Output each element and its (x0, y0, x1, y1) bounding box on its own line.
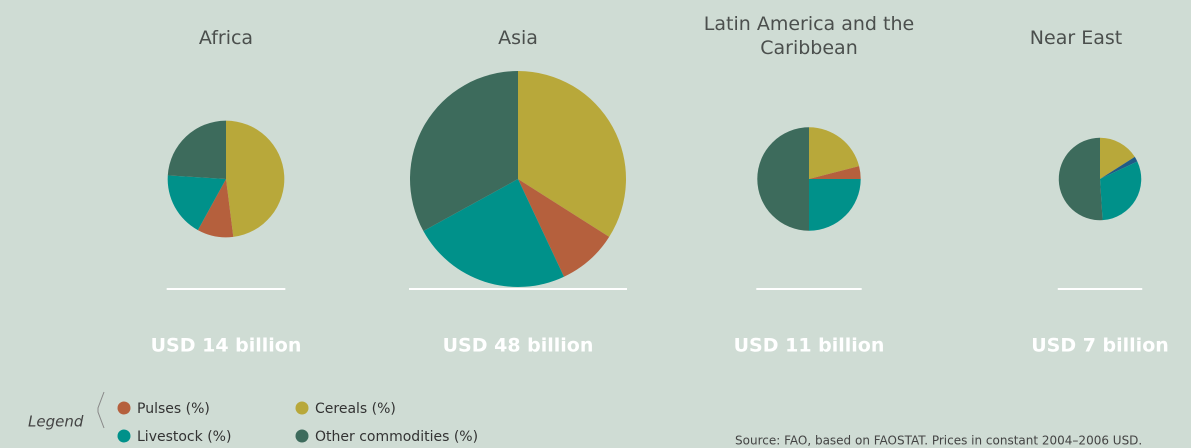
total-label: USD 7 billion (1031, 335, 1169, 357)
legend-swatch (295, 401, 309, 415)
pie-slice (1100, 161, 1142, 221)
pie-slice (809, 166, 861, 179)
pie-slice (518, 179, 610, 277)
source: Source: FAO, based on FAOSTAT. Prices in… (735, 434, 1142, 448)
pie-title: Near East (1029, 27, 1123, 49)
total-label: USD 11 billion (734, 335, 885, 357)
pie-slice (423, 179, 564, 287)
legend-swatch (117, 429, 131, 443)
legend-swatch (295, 429, 309, 443)
total-label: USD 14 billion (151, 335, 302, 357)
pie-slice (757, 127, 809, 231)
pie-slice (1100, 137, 1135, 179)
pie-slice (167, 120, 226, 179)
legend-bracket (97, 391, 105, 429)
legend-title: Legend (28, 413, 84, 431)
pie-slice (1100, 156, 1138, 179)
pie-slice (809, 127, 860, 179)
legend-label: Livestock (%) (137, 429, 231, 445)
pie-slice (167, 175, 226, 231)
pie-title: Asia (498, 27, 538, 49)
legend-swatch (117, 401, 131, 415)
legend-label: Pulses (%) (137, 401, 210, 417)
legend-label: Other commodities (%) (315, 429, 478, 445)
pie-title: Latin America and the Caribbean (703, 13, 915, 59)
pie-slice (1058, 137, 1103, 221)
legend-label: Cereals (%) (315, 401, 396, 417)
pie-slice (226, 120, 285, 237)
pie-title: Africa (198, 27, 254, 49)
pie-slice (410, 71, 518, 232)
total-label: USD 48 billion (443, 335, 594, 357)
pie-slice (197, 179, 234, 238)
pie-slice (809, 179, 861, 231)
pie-slice (518, 71, 626, 237)
